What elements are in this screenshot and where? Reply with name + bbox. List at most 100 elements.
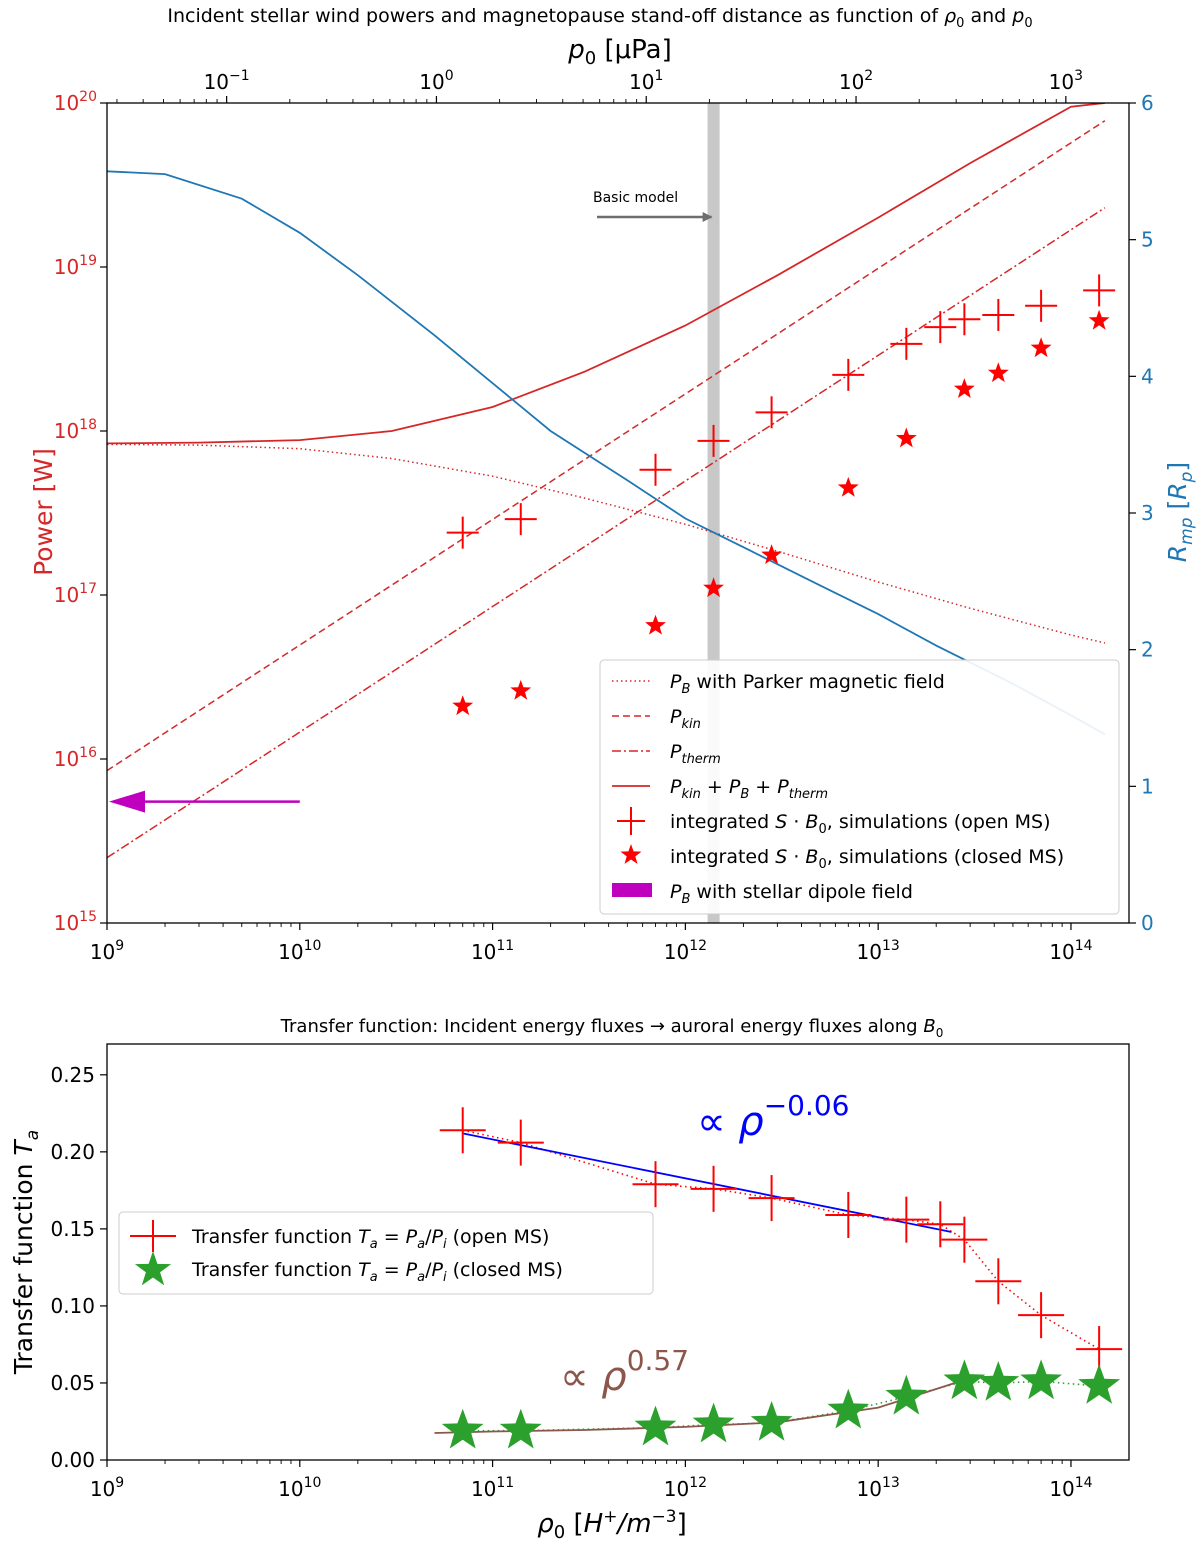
open-ms-marker-7 (924, 311, 957, 344)
top-y-tick-label-1: 1016 (54, 745, 97, 771)
top-x2-tick-label-4: 103 (1049, 68, 1083, 94)
bottom-markers-group (439, 1107, 1123, 1449)
top-y2-tick-label-6: 6 (1141, 91, 1154, 115)
bottom-series-line-3 (434, 1382, 956, 1434)
open-ms-marker-11 (1083, 274, 1116, 307)
top-legend: PB with Parker magnetic field Pkin Pther… (599, 659, 1120, 915)
open-ms-marker-4 (755, 396, 788, 429)
bottom-closed-marker-7 (943, 1359, 986, 1400)
bottom-closed-marker-8 (977, 1361, 1020, 1401)
legend-key-plus (617, 807, 645, 835)
open-ms-marker-1 (504, 503, 537, 536)
top-x-tick-label-1: 1010 (278, 938, 321, 964)
bottom-open-marker-7 (917, 1201, 964, 1248)
top-x2-tick-label-1: 100 (419, 68, 453, 94)
legend-label-open: integrated S · B0, simulations (open MS) (670, 811, 1051, 837)
top-x2-axis-label: p0 [μPa] (567, 35, 672, 69)
bottom-open-marker-8 (941, 1216, 988, 1263)
top-series-group (107, 103, 1106, 859)
bottom-legend: Transfer function Ta = Pa/Pi (open MS) T… (118, 1211, 654, 1295)
top-y-axis-label: Power [W] (29, 448, 58, 576)
dipole-arrow-head (109, 790, 145, 813)
top-y-tick-label-0: 1015 (54, 909, 97, 935)
top-y2-axis-label: Rmp [Rp] (1163, 462, 1197, 562)
bottom-x-axis-label: ρ0 [H+/m−3] (537, 1507, 687, 1543)
bottom-open-marker-10 (1018, 1292, 1065, 1339)
top-y-tick-label-3: 1018 (54, 417, 97, 443)
basic-model-label: Basic model (593, 190, 678, 206)
bottom-chart-title: Transfer function: Incident energy fluxe… (280, 1016, 944, 1040)
bottom-y-tick-label-4: 0.20 (50, 1140, 95, 1164)
bottom-x-tick-label-5: 1014 (1049, 1475, 1092, 1501)
top-series-line-4 (107, 170, 1106, 736)
top-x2-tick-label-3: 102 (839, 68, 873, 94)
legend-star-top-shape (620, 844, 642, 864)
closed-ms-marker-6 (895, 427, 917, 448)
top-x-tick-label-3: 1012 (664, 938, 707, 964)
top-y2-tick-label-5: 5 (1141, 228, 1154, 252)
closed-ms-marker-4 (761, 544, 782, 564)
bottom-closed-marker-4 (750, 1401, 793, 1441)
bottom-open-marker-5 (825, 1192, 872, 1239)
bottom-open-marker-6 (883, 1196, 930, 1243)
top-y-tick-label-4: 1019 (54, 253, 97, 279)
annotation-open-fit: ∝ ρ−0.06 (697, 1089, 850, 1145)
top-chart-title: Incident stellar wind powers and magneto… (167, 5, 1032, 31)
bottom-x-tick-label-0: 109 (90, 1475, 124, 1501)
bottom-x-tick-label-1: 1010 (278, 1475, 321, 1501)
annotation-closed-fit: ∝ ρ0.57 (560, 1344, 689, 1400)
bottom-y-tick-label-5: 0.25 (50, 1063, 95, 1087)
top-y2-tick-label-2: 2 (1141, 638, 1154, 662)
bottom-open-marker-3 (690, 1165, 737, 1212)
bottom-ticks: 109 1010 1011 1012 1013 1014 0.00 0.05 0.10 0.15 0… (50, 1063, 1092, 1501)
top-y2-tick-label-3: 3 (1141, 501, 1154, 525)
bottom-open-marker-2 (632, 1161, 679, 1208)
bottom-closed-marker-5 (827, 1388, 870, 1429)
top-x-tick-label-5: 1014 (1049, 938, 1092, 964)
legend-key-dipole (612, 883, 652, 897)
top-x-tick-label-4: 1013 (857, 938, 900, 964)
closed-ms-marker-7 (953, 378, 975, 398)
bottom-x-tick-label-4: 1013 (857, 1475, 900, 1501)
legend-label-ptherm: Ptherm (670, 741, 721, 767)
bottom-open-marker-9 (975, 1258, 1022, 1305)
closed-ms-marker-8 (987, 362, 1009, 383)
top-y2-tick-label-4: 4 (1141, 364, 1154, 388)
top-x2-tick-label-2: 101 (629, 68, 663, 94)
bottom-closed-marker-10 (1078, 1364, 1121, 1404)
bottom-open-marker-4 (748, 1175, 795, 1222)
bottom-y-tick-label-1: 0.05 (50, 1371, 95, 1395)
top-legend-box (599, 659, 1120, 915)
legend-label-parker: PB with Parker magnetic field (670, 671, 945, 697)
top-x-tick-label-2: 1011 (471, 938, 514, 964)
bottom-x-tick-label-3: 1012 (664, 1475, 707, 1501)
top-y2-tick-label-1: 1 (1141, 774, 1154, 798)
open-ms-marker-8 (948, 303, 981, 336)
top-markers-group (109, 274, 1116, 813)
top-x-tick-label-0: 109 (90, 938, 124, 964)
legend-label-closed: integrated S · B0, simulations (closed M… (670, 846, 1064, 872)
bottom-legend-key-star (134, 1251, 172, 1286)
bottom-open-marker-1 (497, 1119, 544, 1166)
open-ms-marker-5 (832, 358, 865, 391)
bottom-y-tick-label-2: 0.10 (50, 1294, 95, 1318)
top-x2-tick-label-0: 10−1 (204, 68, 250, 94)
bottom-closed-marker-6 (885, 1374, 928, 1415)
top-series-line-3 (107, 103, 1105, 445)
bottom-closed-marker-1 (499, 1408, 542, 1449)
bottom-legend-box (118, 1211, 654, 1295)
bottom-y-tick-label-0: 0.00 (50, 1448, 95, 1472)
open-ms-marker-9 (982, 298, 1015, 331)
closed-ms-marker-5 (837, 476, 859, 497)
open-ms-marker-0 (446, 516, 479, 549)
top-y2-tick-label-0: 0 (1141, 911, 1154, 935)
closed-ms-marker-3 (703, 577, 724, 598)
closed-ms-marker-9 (1030, 337, 1052, 358)
legend-star-bottom-shape (134, 1251, 172, 1286)
closed-ms-marker-2 (645, 614, 666, 635)
bottom-closed-marker-2 (634, 1405, 677, 1446)
top-chart: Incident stellar wind powers and magneto… (29, 5, 1197, 964)
legend-label-pkin: Pkin (670, 706, 701, 732)
